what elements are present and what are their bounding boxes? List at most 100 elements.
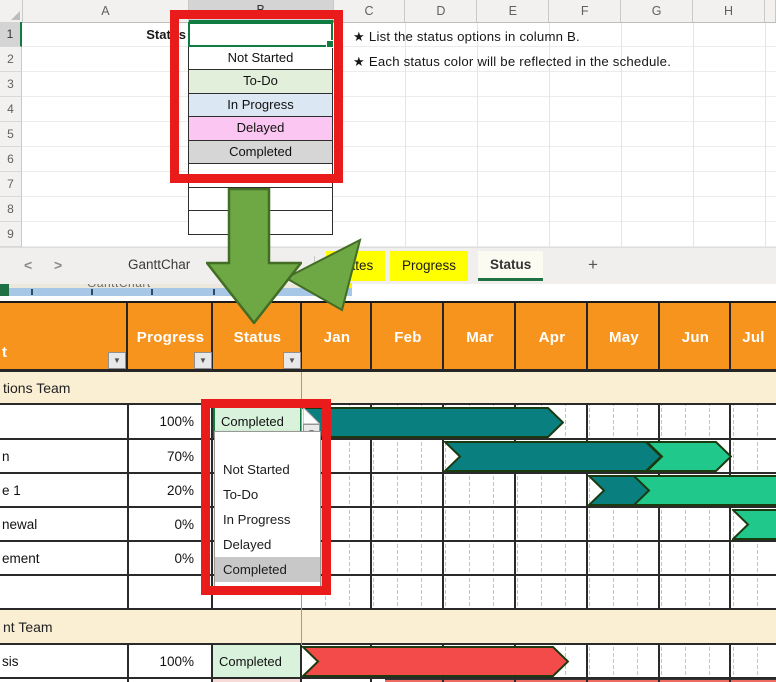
gridline bbox=[658, 405, 660, 610]
sheet-gridlines bbox=[22, 22, 776, 247]
note-text: Each status color will be reflected in t… bbox=[368, 54, 672, 69]
timeline-grid bbox=[302, 542, 776, 574]
column-header-h[interactable]: H bbox=[693, 0, 765, 22]
sheet-nav-right-icon[interactable]: > bbox=[54, 257, 63, 273]
gridline bbox=[729, 405, 731, 610]
gridline bbox=[127, 405, 129, 610]
gridline bbox=[300, 645, 302, 682]
progress-cell[interactable]: 100% bbox=[159, 414, 194, 429]
header-progress: Progress bbox=[136, 328, 205, 346]
row-header-3[interactable]: 3 bbox=[0, 72, 22, 97]
header-divider bbox=[211, 303, 213, 371]
tab-status[interactable]: Status bbox=[478, 251, 544, 281]
filter-icon: ▼ bbox=[113, 356, 121, 365]
partial-status-cell bbox=[213, 679, 302, 682]
gridline bbox=[127, 645, 129, 682]
filter-button[interactable]: ▼ bbox=[194, 352, 212, 369]
column-header-c[interactable]: C bbox=[334, 0, 406, 22]
tick-mark bbox=[151, 289, 153, 295]
strip-title-fragment: GanttChart bbox=[87, 283, 151, 288]
column-header-e[interactable]: E bbox=[477, 0, 550, 22]
filter-button[interactable]: ▼ bbox=[283, 352, 301, 369]
task-name-cell[interactable]: n bbox=[2, 448, 10, 464]
row-header-4[interactable]: 4 bbox=[0, 97, 22, 122]
progress-cell[interactable]: 20% bbox=[166, 482, 194, 498]
task-name-cell[interactable]: ement bbox=[2, 550, 40, 566]
gridline bbox=[658, 645, 660, 682]
fill-handle[interactable] bbox=[326, 40, 334, 48]
gridline bbox=[549, 22, 550, 247]
star-icon: ★ bbox=[353, 54, 366, 69]
tab-ganttchart[interactable]: GanttChar bbox=[128, 257, 191, 272]
progress-cell[interactable]: 70% bbox=[166, 448, 194, 464]
row-header-9[interactable]: 9 bbox=[0, 222, 22, 247]
header-status: Status bbox=[233, 328, 282, 346]
dropdown-item[interactable]: To-Do bbox=[223, 487, 259, 502]
note-line: ★ List the status options in column B. bbox=[353, 29, 580, 45]
header-divider bbox=[586, 303, 588, 371]
sheet-tab-bar: < > GanttChar Dates Progress Status + bbox=[0, 247, 776, 284]
gridline bbox=[765, 22, 766, 247]
header-task-fragment: t bbox=[2, 344, 8, 361]
sheet-nav-left-icon[interactable]: < bbox=[24, 257, 33, 273]
timeline-grid bbox=[302, 576, 776, 608]
header-month-feb: Feb bbox=[394, 328, 422, 346]
row-header-8[interactable]: 8 bbox=[0, 197, 22, 222]
gridline bbox=[211, 645, 213, 682]
tick-mark bbox=[91, 289, 93, 295]
row-header-column: 1 2 3 4 5 6 7 8 9 bbox=[0, 22, 22, 247]
strip-title-row: GanttChart bbox=[9, 283, 352, 288]
green-arrow-back-wedge bbox=[283, 238, 362, 312]
header-month-jun: Jun bbox=[681, 328, 710, 346]
selected-cell-b1[interactable] bbox=[188, 22, 334, 48]
header-month-jul: Jul bbox=[742, 328, 765, 346]
dropdown-item-highlighted[interactable]: Completed bbox=[215, 557, 320, 582]
gridline bbox=[621, 22, 622, 247]
dropdown-fold-decoration bbox=[303, 407, 320, 424]
status-options-list: Not Started To-Do In Progress Delayed Co… bbox=[188, 22, 334, 235]
header-month-jan: Jan bbox=[323, 328, 351, 346]
row-header-6[interactable]: 6 bbox=[0, 147, 22, 172]
group-row-operations-team[interactable]: tions Team bbox=[0, 372, 776, 405]
note-text: List the status options in column B. bbox=[368, 29, 580, 44]
gantt-header-row: t Progress Status Jan Feb Mar Apr May Ju… bbox=[0, 301, 776, 372]
progress-cell[interactable]: 0% bbox=[174, 550, 194, 566]
dropdown-item[interactable]: Delayed bbox=[223, 537, 272, 552]
task-name-cell[interactable]: newal bbox=[2, 516, 38, 532]
dropdown-item[interactable]: In Progress bbox=[223, 512, 291, 527]
gantt-bar-teal-row1 bbox=[302, 407, 564, 438]
status-cell[interactable]: Completed bbox=[213, 645, 302, 677]
select-all-corner[interactable] bbox=[0, 0, 23, 22]
task-name-cell[interactable]: sis bbox=[2, 653, 19, 669]
add-sheet-icon[interactable]: + bbox=[588, 255, 598, 274]
row-header-2[interactable]: 2 bbox=[0, 47, 22, 72]
column-header-g[interactable]: G bbox=[621, 0, 694, 22]
task-row: ement 0% bbox=[0, 542, 776, 576]
column-header-d[interactable]: D bbox=[405, 0, 478, 22]
tab-progress[interactable]: Progress bbox=[390, 251, 469, 281]
partial-gantt-bar bbox=[385, 679, 776, 682]
dropdown-item[interactable]: Not Started bbox=[223, 462, 290, 477]
gantt-bar-green-row4 bbox=[732, 509, 776, 540]
gridline bbox=[693, 22, 694, 247]
header-month-mar: Mar bbox=[466, 328, 494, 346]
gridline bbox=[405, 22, 406, 247]
progress-cell[interactable]: 0% bbox=[174, 516, 194, 532]
header-divider bbox=[370, 303, 372, 371]
group-row-team-2[interactable]: nt Team bbox=[0, 610, 776, 645]
row-header-1[interactable]: 1 bbox=[0, 22, 22, 47]
row-header-7[interactable]: 7 bbox=[0, 172, 22, 197]
tick-mark bbox=[213, 289, 215, 295]
filter-icon: ▼ bbox=[199, 356, 207, 365]
gridline bbox=[514, 405, 516, 610]
column-header-f[interactable]: F bbox=[549, 0, 622, 22]
task-name-cell[interactable]: e 1 bbox=[2, 482, 21, 498]
gantt-bar-teal-green-row3 bbox=[588, 475, 776, 506]
progress-cell[interactable]: 100% bbox=[159, 653, 194, 669]
annotation-red-box-dropdown bbox=[201, 399, 331, 595]
row-header-5[interactable]: 5 bbox=[0, 122, 22, 147]
gantt-bar-teal-green-row2 bbox=[444, 441, 732, 472]
column-header-a[interactable]: A bbox=[23, 0, 189, 22]
filter-button[interactable]: ▼ bbox=[108, 352, 126, 369]
status-label-cell[interactable]: Status bbox=[146, 27, 186, 42]
